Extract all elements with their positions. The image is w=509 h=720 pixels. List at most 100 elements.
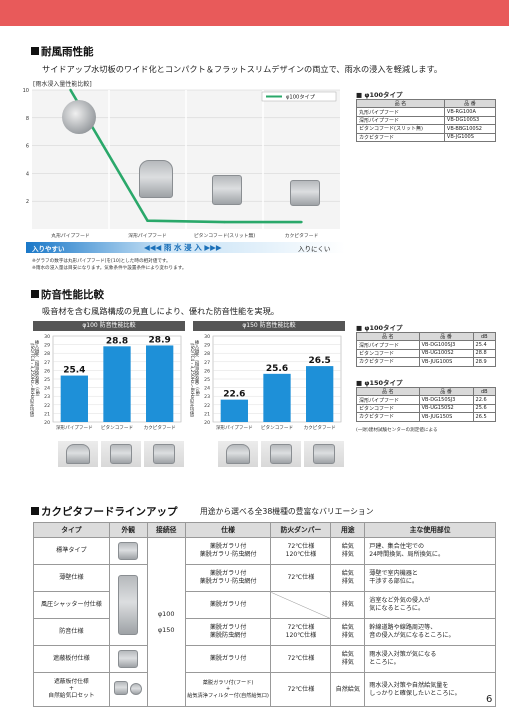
bar bbox=[60, 375, 88, 422]
table-row: 薄壁仕様 薬脱ガラリ付 薬脱ガラリ·防虫網付 72℃仕様 給気 排気 薄壁で室内… bbox=[33, 564, 496, 646]
y-tick-label: 4 bbox=[26, 171, 29, 177]
photo-pitanko-100 bbox=[101, 441, 141, 467]
y-tick-label: 30 bbox=[204, 334, 210, 340]
spec2-title: ■ φ100タイプ bbox=[356, 324, 403, 332]
damper-na-cell bbox=[270, 591, 332, 619]
lineup-image bbox=[108, 537, 148, 565]
sound-chart-100: 20 21 22 23 24 25 26 27 28 29 30 25.4 深形パイプフード 28.8 ピタ… bbox=[44, 334, 182, 431]
y-tick-label: 29 bbox=[44, 343, 50, 349]
y-tick-label: 10 bbox=[23, 88, 29, 94]
table-row: 深形パイプフード VB-DG100S3 bbox=[356, 115, 497, 126]
bar bbox=[263, 373, 291, 422]
y-tick-label: 26 bbox=[204, 368, 210, 374]
x-tick-label: ピタンコフード bbox=[101, 424, 133, 431]
bar-value-label: 28.8 bbox=[106, 336, 128, 346]
lineup-image bbox=[108, 645, 148, 673]
table-row: ピタンコフード(スリット無) VB-BBG100S2 bbox=[356, 124, 497, 134]
rain-intrusion-chart: 2 4 6 8 10 丸形パイプフード 深形パイプフード ピタンコフード(スリット無) カクピタ… bbox=[23, 88, 340, 239]
x-tick-label: 深形パイプフード bbox=[128, 232, 167, 239]
x-tick-label: カクピタフード bbox=[144, 424, 176, 431]
table-row: カクピタフード VB-JUG100S 28.9 bbox=[356, 357, 497, 367]
table-row: 防音仕様 薬脱ガラリ付 薬脱防虫網付 72℃仕様 120℃仕様 給気 排気 幹線… bbox=[33, 618, 496, 646]
bar-value-label: 22.6 bbox=[223, 390, 245, 400]
legend-label: φ100タイプ bbox=[286, 93, 316, 101]
chart-title-rain: [雨水浸入量性能比較] bbox=[33, 81, 92, 88]
y-tick-label: 23 bbox=[204, 394, 210, 400]
photo-deep-100 bbox=[58, 441, 98, 467]
y-tick-label: 30 bbox=[44, 334, 50, 340]
y-tick-label: 29 bbox=[204, 343, 210, 349]
bar bbox=[306, 366, 334, 422]
kakupita-hood-image bbox=[290, 180, 320, 206]
spec1-header-name: 品 名 bbox=[356, 98, 445, 109]
lineup-table: タイプ 外観 接続径 仕様 防火ダンパー 用途 主な使用部位 標準タイプ φ10… bbox=[33, 522, 496, 707]
data-point bbox=[223, 220, 226, 224]
section-title-lineup: カクピタフードラインアップ bbox=[31, 504, 178, 519]
table-row: 深形パイプフード VB-DG100SJ3 25.4 bbox=[356, 340, 497, 350]
photo-kakupita-150 bbox=[304, 441, 344, 467]
round-hood-image bbox=[62, 100, 96, 134]
sound-ylabel-2: 挿入損失（相当換気量）(dB)（ISO/TC4・3,250Hz〜8kHzの平均値… bbox=[189, 340, 199, 420]
scale-left-label: 入りやすい bbox=[32, 245, 65, 253]
y-tick-label: 24 bbox=[204, 386, 210, 392]
spec3-table: 品 名品 番 dB 深形パイプフード VB-DG150SJ3 22.6 ピタンコフード… bbox=[356, 386, 497, 422]
data-point bbox=[69, 88, 72, 92]
lineup-subtitle: 用途から選べる全38機種の豊富なバリエーション bbox=[200, 507, 374, 516]
y-tick-label: 28 bbox=[204, 351, 210, 357]
rain-note-1: ※グラフの数字は丸形パイプフード[を[10]とした時の相対値です。 bbox=[32, 259, 171, 264]
panel2-title: φ150 防音性能比較 bbox=[193, 321, 345, 331]
data-point bbox=[146, 219, 149, 222]
spec1-header-code: 品 番 bbox=[443, 98, 497, 109]
sound-chart-150: 20 21 22 23 24 25 26 27 28 29 30 22.6 深形パイプフード 25.6 ピタ… bbox=[204, 334, 342, 431]
lineup-image bbox=[108, 672, 148, 707]
table-row: 遮蔽板付仕様 + 自然給気口セット 薬脱ガラリ付(フード) + 給気清浄フィルタ… bbox=[33, 672, 496, 707]
page-number: 6 bbox=[486, 694, 493, 705]
diameter-cell: φ100 φ150 bbox=[146, 537, 186, 707]
table-row: ピタンコフード VB-UG100S2 28.8 bbox=[356, 348, 497, 359]
bar-value-label: 26.5 bbox=[309, 356, 331, 366]
table-row: カクピタフード VB-JG100S bbox=[356, 132, 497, 142]
y-tick-label: 21 bbox=[204, 411, 210, 417]
scale-center-label: ◀◀◀ 雨 水 浸 入 ▶▶▶ bbox=[144, 243, 222, 252]
y-tick-label: 20 bbox=[204, 420, 210, 426]
bar-value-label: 28.9 bbox=[149, 335, 171, 345]
bar bbox=[146, 345, 174, 422]
series-line bbox=[69, 89, 302, 224]
sound-ylabel-1: 挿入損失（相当換気量）(dB)（ISO/TC4・3,250Hz〜8kHzの平均値… bbox=[29, 340, 39, 420]
y-tick-label: 6 bbox=[26, 144, 29, 150]
spec1-title: ■ φ100タイプ bbox=[356, 91, 403, 99]
x-tick-label: 深形パイプフード bbox=[216, 424, 253, 431]
spec2-table: 品 名品 番 dB 深形パイプフード VB-DG100SJ3 25.4 ピタンコフード… bbox=[356, 331, 497, 367]
y-tick-label: 25 bbox=[204, 377, 210, 383]
bar-value-label: 25.6 bbox=[266, 364, 288, 374]
y-tick-label: 27 bbox=[44, 360, 50, 366]
bar bbox=[103, 346, 131, 422]
section-desc-weather: サイドアップ水切板のワイド化とコンパクト＆フラットスリムデザインの両立で、雨水の… bbox=[42, 64, 443, 74]
table-row: 標準タイプ φ100 φ150 薬脱ガラリ付 薬脱ガラリ·防虫網付 72℃仕様 … bbox=[33, 537, 496, 707]
data-point bbox=[300, 220, 303, 224]
section-title-sound: 防音性能比較 bbox=[31, 287, 104, 302]
y-tick-label: 22 bbox=[204, 403, 210, 409]
spec1-table: 品 名品 番 丸形パイプフード VB-RG100A 深形パイプフード VB-DG10… bbox=[356, 98, 497, 142]
y-tick-label: 2 bbox=[26, 199, 29, 205]
x-tick-label: カクピタフード bbox=[285, 232, 319, 239]
y-tick-label: 24 bbox=[44, 386, 50, 392]
deep-hood-image bbox=[139, 160, 173, 198]
y-tick-label: 27 bbox=[204, 360, 210, 366]
table-row: 遮蔽板付仕様 薬脱ガラリ付 72℃仕様 給気 排気 雨水浸入対策が気になる とこ… bbox=[33, 645, 496, 673]
bar-value-label: 25.4 bbox=[63, 366, 85, 376]
scale-right-label: 入りにくい bbox=[298, 245, 331, 253]
table-row: ピタンコフード VB-UG150S2 25.6 bbox=[356, 403, 497, 414]
panel1-title: φ100 防音性能比較 bbox=[33, 321, 185, 331]
y-tick-label: 22 bbox=[44, 403, 50, 409]
photo-pitanko-150 bbox=[261, 441, 301, 467]
table-row: 丸形パイプフード VB-RG100A bbox=[356, 107, 497, 117]
y-tick-label: 21 bbox=[44, 411, 50, 417]
table-row: 風圧シャッター付仕様 薬脱ガラリ付 排気 浴室など外気の侵入が 気になるところに… bbox=[33, 591, 496, 619]
section-desc-sound: 吸音材を含む風路構成の見直しにより、優れた防音性能を実現。 bbox=[42, 306, 279, 316]
y-tick-label: 8 bbox=[26, 116, 29, 122]
bar bbox=[220, 399, 248, 422]
y-tick-label: 20 bbox=[44, 420, 50, 426]
photo-kakupita-100 bbox=[144, 441, 184, 467]
y-tick-label: 26 bbox=[44, 368, 50, 374]
